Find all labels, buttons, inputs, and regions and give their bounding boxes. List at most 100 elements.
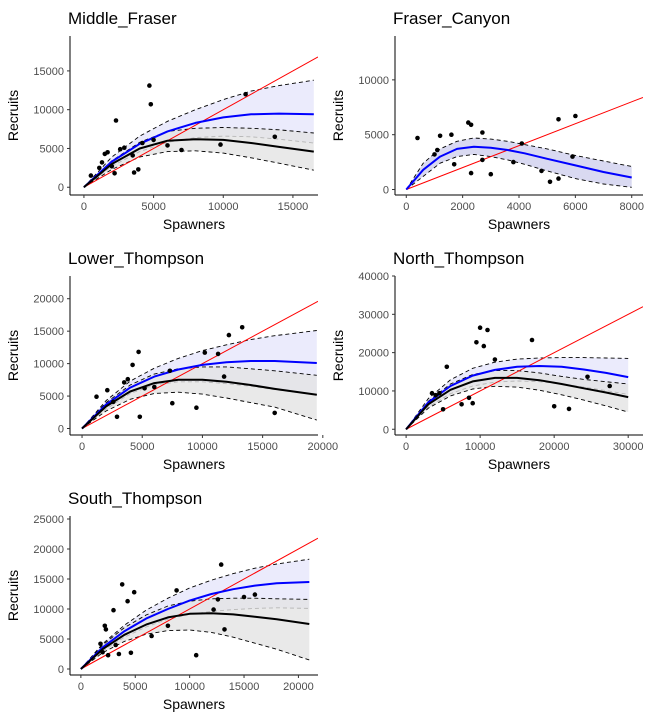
panel-title: North_Thompson <box>393 249 524 268</box>
data-point <box>100 649 105 655</box>
plot-area <box>83 56 318 188</box>
fit-curve-line <box>83 138 314 188</box>
plot-area <box>405 306 643 430</box>
data-point <box>112 171 117 176</box>
data-point <box>511 159 516 165</box>
y-tick-label: 5000 <box>40 143 64 155</box>
data-point <box>152 384 157 390</box>
data-point <box>215 597 221 602</box>
fit-curve-line <box>81 360 317 430</box>
data-point <box>151 137 156 143</box>
data-point <box>99 160 105 165</box>
y-tick-label: 5000 <box>40 634 64 646</box>
data-point <box>252 592 258 597</box>
panel-5: 0 5000 10000 15000 20000 0 5000 10000 15000 20000… <box>5 489 318 712</box>
data-point <box>444 364 450 370</box>
y-axis-title: Recruits <box>5 90 21 141</box>
band-upper-dashed-line <box>80 558 310 670</box>
data-point <box>468 170 474 176</box>
fit-curve-line <box>81 378 317 430</box>
data-point <box>113 118 119 123</box>
fit-curve-line <box>80 612 310 670</box>
x-axis-title: Spawners <box>163 216 225 232</box>
data-point <box>128 650 134 656</box>
data-point <box>477 325 483 331</box>
data-point <box>556 117 561 122</box>
data-point <box>547 179 553 185</box>
x-tick-label: 15000 <box>229 681 260 693</box>
data-point <box>119 582 125 587</box>
x-tick-label: 20000 <box>283 681 314 693</box>
data-point <box>114 414 120 420</box>
x-axis-title: Spawners <box>163 696 225 712</box>
y-tick-label: 25000 <box>33 514 64 526</box>
data-point <box>94 394 99 400</box>
data-point <box>121 380 127 385</box>
y-tick-label: 5000 <box>40 391 64 403</box>
data-point <box>170 400 175 406</box>
data-point <box>480 157 485 163</box>
x-tick-label: 2000 <box>450 201 474 213</box>
data-point <box>474 340 479 345</box>
fit-curve-line <box>83 112 314 188</box>
x-tick-label: 20000 <box>539 441 570 453</box>
data-point <box>136 349 141 355</box>
data-point <box>585 374 590 380</box>
x-tick-label: 15000 <box>278 201 309 213</box>
x-tick-label: 8000 <box>619 201 643 213</box>
data-point <box>131 589 137 595</box>
data-point <box>174 588 179 593</box>
y-tick-label: 0 <box>58 424 64 436</box>
data-point <box>218 142 223 147</box>
x-tick-label: 5000 <box>123 681 147 693</box>
y-tick-label: 30000 <box>358 309 389 321</box>
y-axis-title: Recruits <box>5 570 21 621</box>
data-point <box>130 362 135 368</box>
panel-4: 0 10000 20000 30000 0 10000 20000 30000 40000 Nor… <box>330 249 643 472</box>
data-point <box>551 404 557 409</box>
data-point <box>125 598 130 604</box>
data-point <box>142 386 147 391</box>
x-tick-label: 10000 <box>174 681 205 693</box>
y-tick-label: 15000 <box>33 326 64 338</box>
data-point <box>519 141 525 146</box>
data-point <box>451 162 457 167</box>
data-point <box>272 134 278 140</box>
data-point <box>468 122 474 128</box>
data-point <box>211 607 216 612</box>
plot-area <box>405 96 643 191</box>
data-point <box>556 176 561 181</box>
y-tick-label: 20000 <box>33 544 64 556</box>
y-tick-label: 10000 <box>33 105 64 117</box>
data-point <box>481 343 487 349</box>
data-point <box>241 594 247 600</box>
y-tick-label: 20000 <box>358 348 389 360</box>
band-upper-dashed-line <box>80 597 310 670</box>
data-point <box>125 376 131 382</box>
data-point <box>202 350 208 355</box>
fit-curve-line <box>80 581 310 670</box>
y-tick-label: 10000 <box>33 359 64 371</box>
data-point <box>105 652 111 658</box>
band-upper-dashed-line <box>81 330 317 429</box>
data-point <box>566 406 572 412</box>
data-point <box>570 154 575 159</box>
x-axis-title: Spawners <box>163 456 225 472</box>
x-tick-label: 10000 <box>187 441 218 453</box>
x-tick-label: 20000 <box>308 441 339 453</box>
data-point <box>113 642 118 648</box>
data-point <box>432 152 437 157</box>
x-tick-label: 10000 <box>465 441 496 453</box>
data-point <box>130 153 135 158</box>
data-point <box>485 327 490 333</box>
band-lower-dashed-line <box>83 150 314 188</box>
band-upper-dashed-line <box>405 357 629 430</box>
data-point <box>529 337 535 343</box>
replacement-line <box>80 537 318 670</box>
data-point <box>437 133 443 139</box>
x-tick-label: 15000 <box>247 441 278 453</box>
confidence-band <box>406 357 629 430</box>
data-point <box>607 383 612 389</box>
data-point <box>539 168 544 174</box>
